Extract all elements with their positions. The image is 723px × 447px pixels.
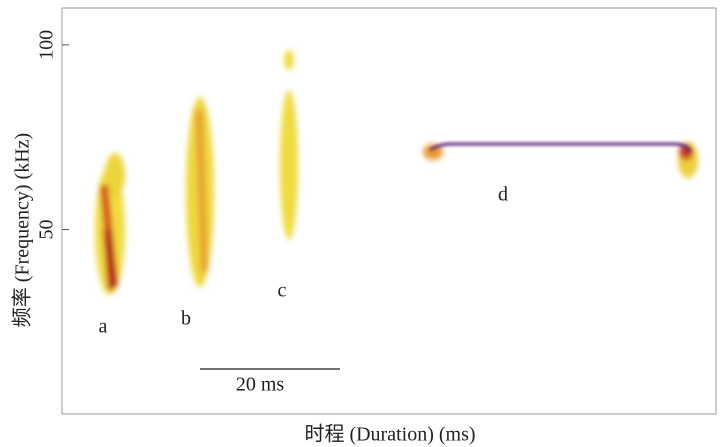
plot-frame — [61, 7, 717, 415]
call-label: a — [99, 316, 108, 338]
call-a-halo — [105, 153, 125, 197]
y-tick-label: 50 — [36, 219, 58, 239]
call-d-line — [429, 142, 692, 153]
spectrogram-calls — [95, 50, 698, 295]
y-axis-label: 频率 (Frequency) (kHz) — [11, 133, 34, 327]
call-a-core — [103, 230, 118, 290]
call-label: c — [278, 280, 287, 302]
call-b-core — [195, 110, 208, 275]
call-d-end — [679, 144, 693, 160]
call-d-start — [423, 144, 443, 160]
call-c-halo — [280, 90, 298, 240]
call-label: b — [181, 308, 191, 330]
call-label: d — [498, 184, 508, 206]
y-tick-label: 100 — [36, 30, 58, 60]
scale-bar-label: 20 ms — [236, 374, 285, 396]
call-c-halo — [284, 50, 294, 70]
x-axis-label: 时程 (Duration) (ms) — [304, 423, 475, 446]
